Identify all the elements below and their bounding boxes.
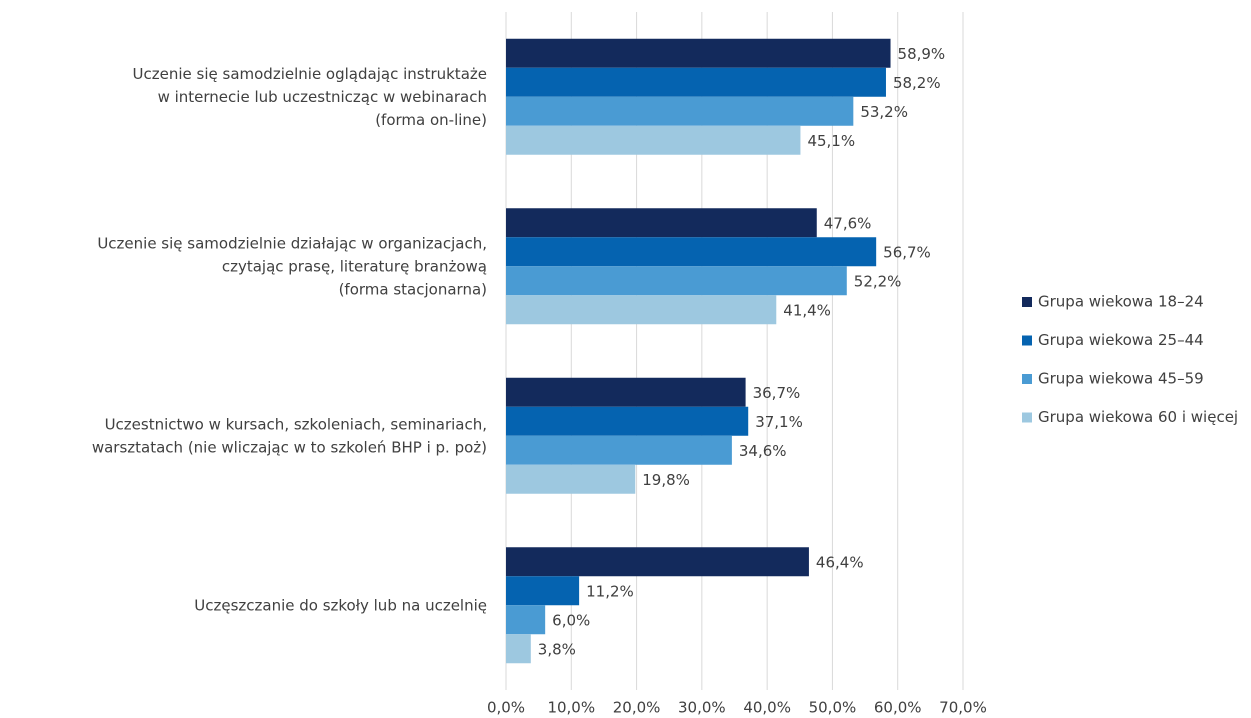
x-tick-label: 20,0% bbox=[613, 699, 661, 717]
legend-label: Grupa wiekowa 45–59 bbox=[1038, 370, 1204, 388]
value-label: 56,7% bbox=[883, 243, 931, 261]
value-label: 6,0% bbox=[552, 611, 590, 629]
category-label-line: (forma stacjonarna) bbox=[339, 280, 487, 298]
bar bbox=[506, 576, 580, 606]
legend-swatch bbox=[1022, 335, 1032, 346]
category-label: Uczestnictwo w kursach, szkoleniach, sem… bbox=[92, 415, 487, 456]
x-tick-label: 50,0% bbox=[809, 699, 857, 717]
bar bbox=[506, 67, 886, 97]
bar bbox=[506, 377, 746, 407]
value-label: 37,1% bbox=[755, 413, 803, 431]
category-label: Uczenie się samodzielnie działając w org… bbox=[97, 234, 487, 298]
value-label: 34,6% bbox=[739, 442, 787, 460]
x-tick-label: 70,0% bbox=[939, 699, 987, 717]
bar bbox=[506, 237, 877, 267]
legend-swatch bbox=[1022, 297, 1032, 307]
legend-swatch bbox=[1022, 374, 1032, 384]
category-label-line: Uczenie się samodzielnie działając w org… bbox=[97, 234, 487, 252]
category-label-line: (forma on-line) bbox=[375, 110, 487, 128]
x-tick-label: 0,0% bbox=[487, 699, 525, 717]
value-label: 36,7% bbox=[753, 384, 801, 402]
category-label-line: w internecie lub uczestnicząc w webinara… bbox=[158, 87, 487, 105]
bar bbox=[506, 96, 854, 126]
bar bbox=[506, 266, 847, 296]
bar bbox=[506, 634, 531, 664]
legend-swatch bbox=[1022, 412, 1032, 423]
category-label-line: Uczestnictwo w kursach, szkoleniach, sem… bbox=[105, 415, 487, 433]
value-label: 3,8% bbox=[538, 640, 576, 658]
category-label-line: czytając prasę, literaturę branżową bbox=[222, 257, 487, 275]
value-label: 58,2% bbox=[893, 74, 941, 92]
category-label-line: warsztatach (nie wliczając w to szkoleń … bbox=[92, 438, 487, 456]
value-label: 47,6% bbox=[824, 214, 872, 232]
legend-label: Grupa wiekowa 25–44 bbox=[1038, 331, 1204, 349]
bar bbox=[506, 208, 817, 238]
category-label: Uczęszczanie do szkoły lub na uczelnię bbox=[194, 596, 487, 614]
value-label: 46,4% bbox=[816, 553, 864, 571]
category-label-line: Uczenie się samodzielnie oglądając instr… bbox=[133, 64, 487, 82]
bar bbox=[506, 295, 777, 325]
value-label: 53,2% bbox=[860, 103, 908, 121]
bar bbox=[506, 464, 636, 494]
legend-label: Grupa wiekowa 60 i więcej bbox=[1038, 408, 1238, 426]
category-label: Uczenie się samodzielnie oglądając instr… bbox=[133, 64, 487, 128]
value-label: 52,2% bbox=[854, 272, 902, 290]
value-label: 11,2% bbox=[586, 582, 634, 600]
value-label: 19,8% bbox=[642, 471, 690, 489]
value-label: 58,9% bbox=[898, 45, 946, 63]
bar bbox=[506, 435, 732, 465]
bar bbox=[506, 406, 749, 436]
bar bbox=[506, 38, 891, 68]
x-tick-label: 10,0% bbox=[547, 699, 595, 717]
value-label: 41,4% bbox=[783, 301, 831, 319]
bar bbox=[506, 125, 801, 155]
x-tick-label: 40,0% bbox=[743, 699, 791, 717]
value-label: 45,1% bbox=[807, 132, 855, 150]
category-label-line: Uczęszczanie do szkoły lub na uczelnię bbox=[194, 596, 487, 614]
legend-label: Grupa wiekowa 18–24 bbox=[1038, 293, 1204, 311]
x-tick-label: 30,0% bbox=[678, 699, 726, 717]
bar bbox=[506, 547, 809, 577]
x-tick-label: 60,0% bbox=[874, 699, 922, 717]
bar bbox=[506, 605, 546, 635]
